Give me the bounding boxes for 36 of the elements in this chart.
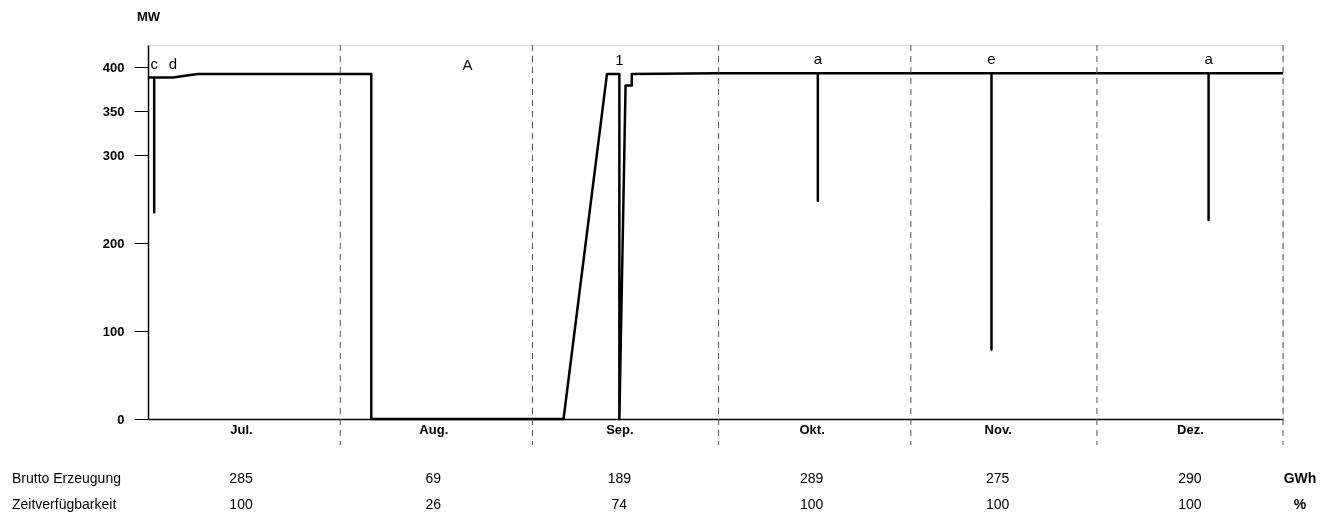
text: 100 (229, 496, 253, 512)
text: 69 (425, 470, 442, 486)
y-tick-label: 350 (102, 103, 125, 119)
y-tick-label: 100 (102, 323, 125, 339)
y-tick-label: 0 (117, 411, 125, 427)
x-tick-label: Jul. (230, 421, 253, 437)
annotation: e (987, 50, 996, 68)
y-axis-title: MW (136, 8, 161, 24)
y-tick-label: 400 (102, 59, 125, 75)
text: 275 (986, 470, 1010, 486)
text: 285 (229, 470, 253, 486)
annotation: d (168, 54, 177, 72)
text: 100 (1178, 496, 1202, 512)
text: 189 (607, 470, 632, 486)
text: 74 (611, 496, 628, 512)
text: 100 (986, 496, 1010, 512)
x-tick-label: Nov. (984, 421, 1012, 437)
text: 289 (799, 470, 824, 486)
y-tick-label: 200 (102, 235, 125, 251)
text: Zeitverfügbarkeit (12, 496, 117, 512)
text: 26 (425, 496, 442, 512)
annotation: c (150, 54, 159, 72)
annotation: 1 (615, 51, 624, 69)
annotation: a (813, 50, 823, 68)
x-tick-label: Okt. (799, 421, 825, 437)
annotation: A (462, 56, 473, 73)
annotation: a (1204, 50, 1214, 68)
text: % (1293, 496, 1307, 512)
x-tick-label: Aug. (419, 421, 449, 437)
x-tick-label: Dez. (1177, 421, 1204, 437)
y-tick-label: 300 (102, 147, 125, 163)
text: GWh (1283, 470, 1317, 486)
text: 290 (1178, 470, 1202, 486)
x-tick-label: Sep. (606, 421, 634, 437)
text: 100 (799, 496, 824, 512)
text: Brutto Erzeugung (12, 470, 121, 486)
